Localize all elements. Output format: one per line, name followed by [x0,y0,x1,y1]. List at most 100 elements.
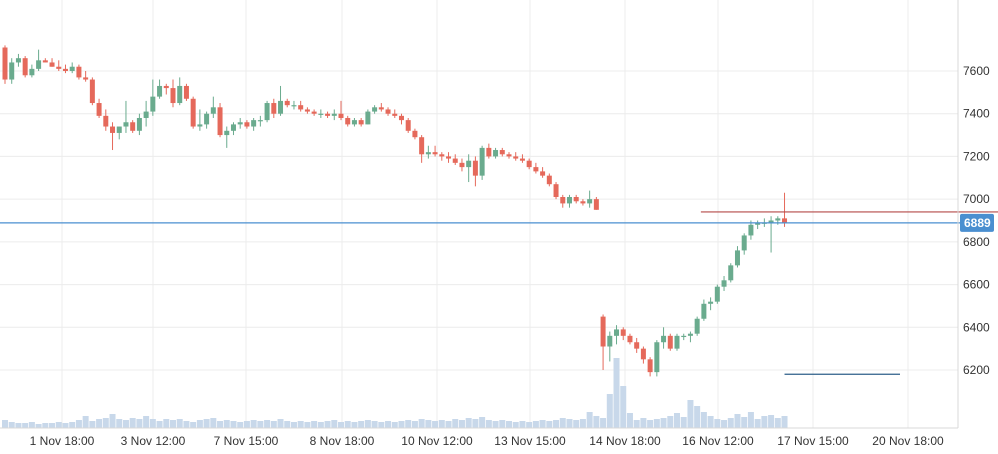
volume-bar [734,414,741,428]
candle-body [358,120,364,125]
candle [493,147,499,159]
candle [49,58,55,67]
candle-body [546,175,552,185]
candle [110,122,116,151]
candle-body [385,109,391,114]
volume-bar [452,419,459,428]
candle [271,98,277,118]
volume-bar [304,422,311,428]
candle-body [62,68,68,71]
candle [412,128,418,140]
candle [22,56,28,78]
candle-body [9,62,15,80]
candle-body [734,250,740,266]
candle-body [721,280,727,287]
volume-bar [667,416,674,428]
candle [365,109,371,125]
volume-bar [210,418,217,428]
volume-bar [96,419,103,428]
volume-bar [781,416,788,428]
candle-body [775,218,781,221]
candle-body [331,113,337,116]
candle [351,117,357,127]
candle-body [439,154,445,157]
candle [721,276,727,291]
candle [728,263,734,283]
candle-body [607,335,613,347]
volume-bar [479,417,486,428]
candle [331,109,337,121]
candle [143,100,149,127]
candle-body [526,160,532,168]
candle [681,333,687,341]
volume-bar [62,423,69,428]
candle [345,115,351,127]
candle-body [224,130,230,136]
candle [378,103,384,112]
volume-bar [55,422,62,428]
candle-body [264,103,270,121]
candle [230,122,236,136]
volume-bar [660,418,667,428]
volume-bar [512,422,519,428]
candle-body [22,58,28,76]
volume-bar [331,420,338,428]
candle [661,327,667,349]
candle-body [204,113,210,125]
y-tick-label: 7600 [963,64,990,78]
x-tick-label: 8 Nov 18:00 [310,434,375,448]
candle-body [237,122,243,125]
candle [358,117,364,127]
candle [513,152,519,161]
candle [560,194,566,208]
candle-body [278,100,284,114]
volume-bar [747,412,754,428]
candle [432,145,438,157]
candle [392,109,398,118]
volume-bar [553,420,560,428]
volume-bar [75,420,82,428]
volume-bar [371,421,378,428]
candle-body [627,335,633,343]
volume-bar [539,420,546,428]
candle-body [318,113,324,115]
candle [540,167,546,178]
candle-body [674,335,680,349]
candle [499,147,505,157]
volume-bar [264,420,271,428]
candle-body [96,103,102,116]
candle [600,314,606,370]
volume-bar [297,421,304,428]
candle-body [136,117,142,131]
candle-body [76,66,82,78]
volume-bar [687,400,694,428]
candle-body [351,120,357,125]
candle-body [190,98,196,127]
volume-bar [35,424,42,428]
candle [298,100,304,112]
candle [459,158,465,172]
axes [0,0,959,429]
candle-body [298,105,304,110]
candle [15,53,21,67]
candle-body [614,329,620,336]
candle [640,346,646,364]
candle [385,107,391,116]
volume-bar [438,420,445,428]
candle-body [257,120,263,122]
candle-body [378,107,384,110]
candle-body [782,218,788,223]
candle [278,85,284,116]
candle [217,103,223,138]
volume-bar [506,421,512,428]
volume-bar [196,420,203,428]
candle [486,143,492,159]
candle [304,107,310,114]
candle-body [365,111,371,125]
volume-bar [600,418,607,428]
volume-bar [774,418,781,428]
current-price-badge: 6889 [960,213,994,232]
candle [89,77,95,106]
candle [627,333,633,345]
volume-bar [156,421,163,428]
